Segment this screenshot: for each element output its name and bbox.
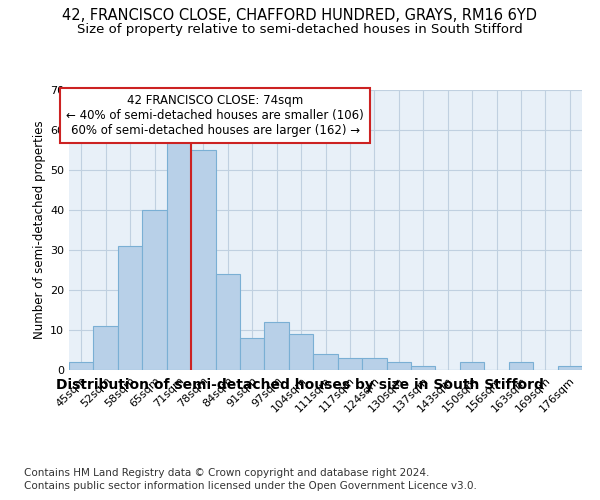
Text: Size of property relative to semi-detached houses in South Stifford: Size of property relative to semi-detach… bbox=[77, 22, 523, 36]
Bar bbox=[509, 362, 533, 370]
Y-axis label: Number of semi-detached properties: Number of semi-detached properties bbox=[33, 120, 46, 340]
Bar bbox=[411, 366, 436, 370]
Text: Contains public sector information licensed under the Open Government Licence v3: Contains public sector information licen… bbox=[24, 481, 477, 491]
Text: Contains HM Land Registry data © Crown copyright and database right 2024.: Contains HM Land Registry data © Crown c… bbox=[24, 468, 430, 477]
Bar bbox=[289, 334, 313, 370]
Bar bbox=[142, 210, 167, 370]
Bar bbox=[118, 246, 142, 370]
Bar bbox=[557, 366, 582, 370]
Text: 42, FRANCISCO CLOSE, CHAFFORD HUNDRED, GRAYS, RM16 6YD: 42, FRANCISCO CLOSE, CHAFFORD HUNDRED, G… bbox=[62, 8, 538, 22]
Bar bbox=[338, 358, 362, 370]
Bar bbox=[167, 134, 191, 370]
Bar bbox=[215, 274, 240, 370]
Bar bbox=[69, 362, 94, 370]
Text: Distribution of semi-detached houses by size in South Stifford: Distribution of semi-detached houses by … bbox=[56, 378, 544, 392]
Bar bbox=[313, 354, 338, 370]
Bar bbox=[386, 362, 411, 370]
Bar bbox=[362, 358, 386, 370]
Text: 42 FRANCISCO CLOSE: 74sqm
← 40% of semi-detached houses are smaller (106)
60% of: 42 FRANCISCO CLOSE: 74sqm ← 40% of semi-… bbox=[67, 94, 364, 137]
Bar bbox=[94, 326, 118, 370]
Bar bbox=[191, 150, 215, 370]
Bar bbox=[265, 322, 289, 370]
Bar bbox=[460, 362, 484, 370]
Bar bbox=[240, 338, 265, 370]
